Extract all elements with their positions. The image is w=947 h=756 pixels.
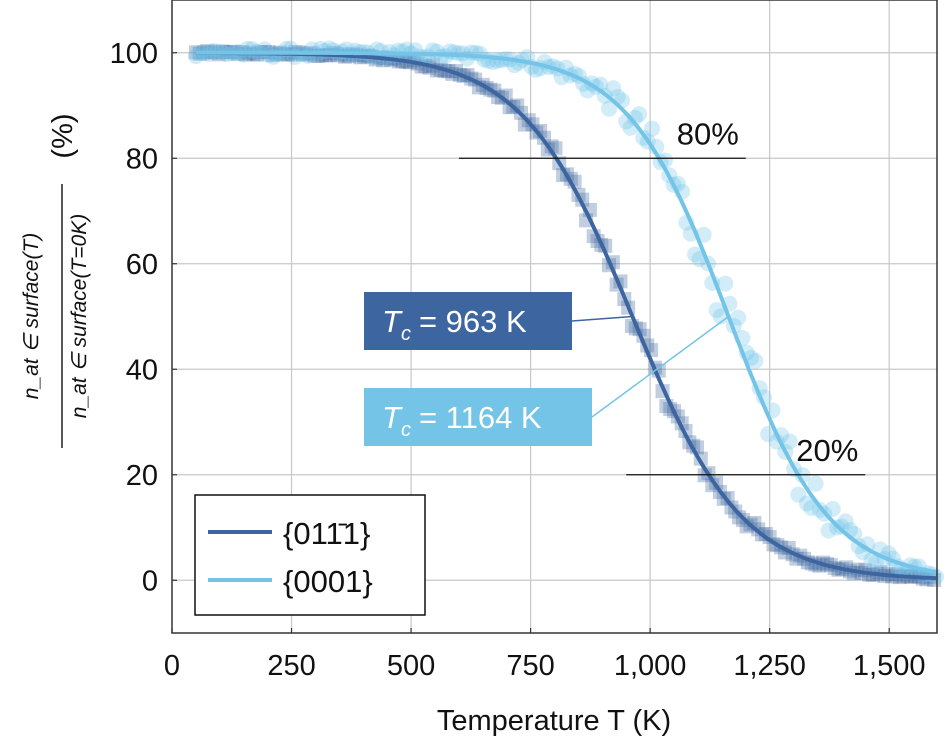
legend-label-series-0: {011̄1} [283,516,370,551]
series-1-point-102 [626,109,643,126]
tc-box-0 [364,292,572,350]
series-1-point-116 [687,246,704,263]
legend-box [194,494,426,616]
series-1-point-140 [790,486,807,503]
series-1-point-144 [807,475,824,492]
series-1-point-151 [837,513,854,530]
x-tick-label-2: 500 [387,650,435,682]
series-1-fit-curve [195,50,937,574]
series-1-point-150 [833,518,850,535]
y-tick-label-4: 80 [126,143,158,175]
reference-label-80%: 80% [677,116,739,151]
series-1-point-133 [760,426,777,443]
reference-lines: 80% 20% [458,116,866,476]
y-axis-label-numerator: n_at ∈ surface(T) [20,233,43,400]
series-1-point-103 [631,106,648,123]
series-1-point-142 [798,495,815,512]
x-axis-ticks: 0 250 500 750 1,000 1,250 1,500 [164,628,926,682]
legend-label-series-1: {0001} [283,564,373,599]
tc-annotations: Tc = 963 K Tc = 1164 K [364,292,729,446]
x-tick-label-3: 750 [506,650,554,682]
y-tick-label-1: 20 [126,460,158,492]
series-1-point-148 [824,501,841,518]
series-1-point-158 [867,554,884,571]
legend: {011̄1} {0001} [194,494,426,616]
series-1-point-126 [730,309,747,326]
y-tick-label-0: 0 [142,565,158,597]
x-tick-label-1: 250 [267,650,315,682]
x-tick-label-4: 1,000 [614,650,687,682]
x-tick-label-5: 1,250 [733,650,806,682]
series-0-point-82 [502,100,517,115]
tc-connector-0 [571,315,633,322]
y-axis-label: n_at ∈ surface(T) n_at ∈ surface(T=0K) (… [20,113,91,448]
series-0-point-142 [732,510,747,525]
y-axis-ticks: 0 20 40 60 80 100 [110,38,177,597]
x-tick-label-0: 0 [164,650,180,682]
series-1-point-121 [708,302,725,319]
tc-connector-1 [591,315,729,418]
series-1-point-130 [747,352,764,369]
plot-frame [171,0,938,634]
tc-box-1 [364,388,592,446]
series-1-point-97 [605,80,622,97]
x-tick-label-6: 1,500 [853,650,926,682]
tc-label-1: Tc = 1164 K [382,400,542,441]
reference-label-20%: 20% [796,433,858,468]
tc-label-0: Tc = 963 K [382,304,527,345]
x-axis-label: Temperature T (K) [437,705,671,737]
series-1-point-147 [820,522,837,539]
y-tick-label-3: 60 [126,249,158,281]
series-1-point-157 [863,552,880,569]
series-1-point-96 [601,100,618,117]
y-tick-label-5: 100 [110,38,158,70]
y-tick-label-2: 40 [126,354,158,386]
series-1-point-106 [644,120,661,137]
y-axis-label-unit: (%) [47,113,79,158]
series-1-point-138 [781,433,798,450]
fit-curves [195,50,937,581]
y-axis-label-denominator: n_at ∈ surface(T=0K) [68,214,91,418]
series-1-point-123 [717,275,734,292]
